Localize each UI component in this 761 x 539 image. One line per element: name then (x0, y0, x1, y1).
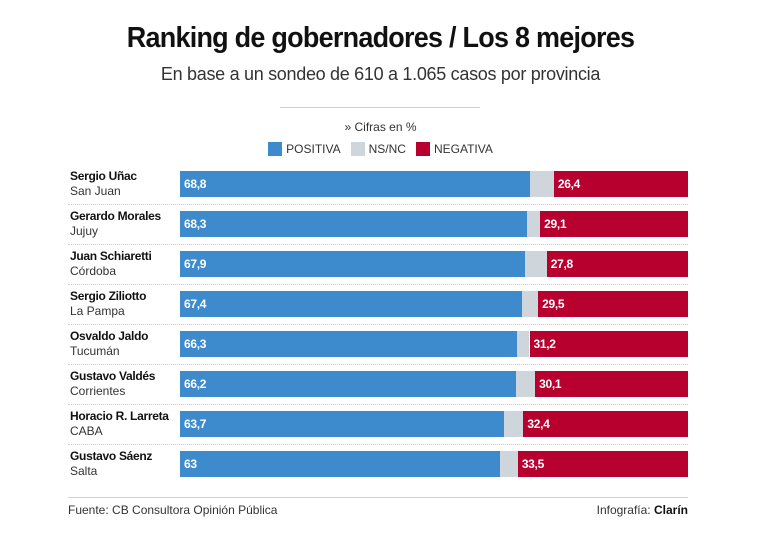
data-label-positiva: 67,4 (184, 297, 207, 311)
province-name: Corrientes (70, 384, 126, 398)
governor-name: Gerardo Morales (70, 209, 161, 223)
bar-segment-negativa (535, 371, 688, 397)
bar-segment-nsnc (522, 291, 539, 317)
province-name: Jujuy (70, 224, 99, 238)
data-label-negativa: 27,8 (550, 257, 573, 271)
governor-name: Gustavo Valdés (70, 369, 156, 383)
data-label-negativa: 31,2 (533, 337, 556, 351)
credit-brand: Clarín (653, 503, 688, 517)
governor-name: Osvaldo Jaldo (70, 329, 149, 343)
row-label: Osvaldo Jaldo Tucumán (70, 329, 148, 359)
chart-subtitle: En base a un sondeo de 610 a 1.065 casos… (160, 64, 601, 84)
data-label-positiva: 63,7 (184, 417, 207, 431)
chart-title: Ranking de gobernadores / Los 8 mejores (126, 22, 635, 54)
bar-segment-positiva (180, 291, 523, 317)
bar-segment-negativa (540, 211, 688, 237)
governor-name: Sergio Uñac (70, 169, 137, 183)
bar-segment-positiva (180, 371, 517, 397)
bar-segment-positiva (180, 451, 501, 477)
bar-segment-nsnc (529, 171, 554, 197)
legend-item-positiva: POSITIVA (268, 142, 341, 156)
bar-segment-nsnc (524, 251, 547, 277)
row-divider (68, 444, 688, 445)
units-note: » Cifras en % (344, 120, 417, 134)
data-label-positiva: 66,3 (184, 337, 207, 351)
credit-prefix: Infografía: (596, 503, 654, 517)
data-label-positiva: 63 (184, 457, 197, 471)
data-label-positiva: 68,3 (184, 217, 207, 231)
bar-segment-positiva (180, 411, 504, 437)
legend: POSITIVA NS/NC NEGATIVA (0, 142, 761, 156)
data-label-negativa: 32,4 (527, 417, 550, 431)
governor-name: Sergio Ziliotto (70, 289, 147, 303)
row-label: Gustavo Sáenz Salta (70, 449, 152, 479)
header-divider (280, 107, 480, 108)
data-label-negativa: 26,4 (557, 177, 581, 191)
bar-segment-nsnc (516, 331, 530, 357)
row-divider (68, 364, 688, 365)
bar-segment-positiva (180, 331, 517, 357)
bar-segment-nsnc (526, 211, 541, 237)
data-label-positiva: 66,2 (184, 377, 207, 391)
province-name: Córdoba (70, 264, 117, 278)
data-label-negativa: 29,1 (544, 217, 567, 231)
bar-segment-positiva (180, 211, 527, 237)
data-label-positiva: 67,9 (184, 257, 207, 271)
legend-swatch-nsnc (350, 142, 365, 156)
legend-swatch-negativa (415, 142, 430, 156)
bar-segment-positiva (180, 171, 530, 197)
row-divider (68, 284, 688, 285)
bar-segment-negativa (517, 451, 688, 477)
legend-label-positiva: POSITIVA (286, 142, 341, 156)
bar-segment-negativa (546, 251, 688, 277)
row-label: Gerardo Morales Jujuy (70, 209, 161, 239)
province-name: La Pampa (70, 304, 125, 318)
row-divider (68, 204, 688, 205)
province-name: CABA (70, 424, 103, 438)
bar-segment-negativa (523, 411, 688, 437)
province-name: Salta (70, 464, 98, 478)
row-label: Sergio Ziliotto La Pampa (70, 289, 146, 319)
data-label-negativa: 33,5 (521, 457, 544, 471)
bar-segment-negativa (553, 171, 688, 197)
governor-name: Gustavo Sáenz (70, 449, 153, 463)
row-label: Horacio R. Larreta CABA (70, 409, 169, 439)
data-label-positiva: 68,8 (184, 177, 207, 191)
row-divider (68, 244, 688, 245)
bar-segment-positiva (180, 251, 525, 277)
governor-name: Juan Schiaretti (70, 249, 152, 263)
credit-note: Infografía: Clarín (597, 503, 688, 517)
legend-label-nsnc: NS/NC (368, 142, 406, 156)
legend-item-negativa: NEGATIVA (415, 142, 493, 156)
data-label-negativa: 30,1 (539, 377, 562, 391)
legend-item-nsnc: NS/NC (350, 142, 406, 156)
governor-name: Horacio R. Larreta (70, 409, 169, 423)
legend-swatch-positiva (268, 142, 283, 156)
row-label: Gustavo Valdés Corrientes (70, 369, 155, 399)
bar-segment-negativa (529, 331, 688, 357)
row-divider (68, 404, 688, 405)
source-note: Fuente: CB Consultora Opinión Pública (68, 503, 278, 517)
bar-segment-nsnc (503, 411, 524, 437)
province-name: Tucumán (70, 344, 120, 358)
province-name: San Juan (70, 184, 121, 198)
footer-divider (68, 497, 688, 498)
legend-label-negativa: NEGATIVA (433, 142, 493, 156)
bar-segment-nsnc (500, 451, 518, 477)
bar-segment-negativa (538, 291, 688, 317)
row-label: Sergio Uñac San Juan (70, 169, 137, 199)
data-label-negativa: 29,5 (542, 297, 565, 311)
row-divider (68, 324, 688, 325)
row-label: Juan Schiaretti Córdoba (70, 249, 152, 279)
bar-segment-nsnc (516, 371, 536, 397)
